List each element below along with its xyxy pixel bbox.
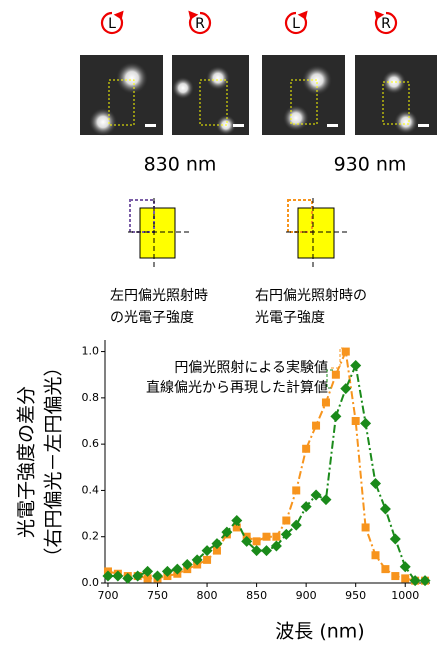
- x-tick-label: 850: [246, 589, 267, 602]
- icon-letter: R: [381, 16, 391, 32]
- x-tick-label: 900: [296, 589, 317, 602]
- wavelength-label: 930 nm: [334, 154, 407, 176]
- diamond-marker: [261, 545, 272, 556]
- x-tick-label: 800: [197, 589, 218, 602]
- y-tick-label: 0.6: [82, 437, 100, 450]
- square-marker: [401, 574, 409, 582]
- x-tick-label: 750: [147, 589, 168, 602]
- y-tick-label: 0.4: [82, 483, 100, 496]
- square-marker: [391, 572, 399, 580]
- square-marker: [352, 417, 360, 425]
- y-axis-title: （右円偏光－左円偏光）: [43, 357, 65, 566]
- icon-letter: L: [108, 16, 116, 32]
- diamond-marker: [390, 534, 401, 545]
- y-tick-label: 0.8: [82, 391, 100, 404]
- icon-letter: R: [195, 16, 205, 32]
- diamond-marker: [291, 520, 302, 531]
- square-marker: [372, 551, 380, 559]
- wavelength-label: 830 nm: [144, 154, 217, 176]
- x-tick-label: 700: [97, 589, 118, 602]
- diamond-marker: [330, 411, 341, 422]
- caption: 光電子強度: [255, 310, 325, 326]
- caption: の光電子強度: [110, 310, 194, 326]
- x-tick-label: 1000: [391, 589, 419, 602]
- square-marker: [203, 556, 211, 564]
- square-marker: [292, 486, 300, 494]
- diagram-right: [286, 198, 350, 270]
- microscopy-panels: [80, 55, 437, 136]
- diamond-marker: [360, 418, 371, 429]
- diamond-marker: [370, 478, 381, 489]
- figure: L R L R 830 nm 930 nm 左円偏光照射時 の光電子強度 右円偏光照射…: [0, 0, 439, 646]
- x-tick-label: 950: [345, 589, 366, 602]
- caption: 左円偏光照射時: [110, 288, 208, 304]
- diamond-marker: [320, 494, 331, 505]
- square-marker: [332, 371, 340, 379]
- legend-label: 直線偏光から再現した計算値: [146, 379, 328, 396]
- square-marker: [322, 398, 330, 406]
- legend-label: 円偏光照射による実験値: [174, 360, 328, 376]
- x-axis-title: 波長 (nm): [275, 621, 364, 643]
- y-tick-label: 0.2: [82, 530, 100, 543]
- diamond-marker: [340, 383, 351, 394]
- square-marker: [263, 533, 271, 541]
- square-marker: [381, 565, 389, 573]
- square-marker: [302, 445, 310, 453]
- square-marker: [272, 533, 280, 541]
- square-marker: [362, 523, 370, 531]
- chart: 波長 (nm) 光電子強度の差分 （右円偏光－左円偏光） 700 750 800 85…: [16, 340, 431, 643]
- diamond-marker: [350, 360, 361, 371]
- y-tick-label: 0.0: [82, 576, 100, 589]
- square-marker: [342, 348, 350, 356]
- icon-letter: L: [292, 16, 300, 32]
- square-marker: [312, 422, 320, 430]
- y-tick-label: 1.0: [82, 345, 100, 358]
- diamond-marker: [380, 503, 391, 514]
- square-marker: [282, 517, 290, 525]
- square-marker: [253, 537, 261, 545]
- diagram-left: [128, 198, 190, 270]
- y-axis-title: 光電子強度の差分: [16, 386, 38, 538]
- caption: 右円偏光照射時の: [255, 288, 367, 304]
